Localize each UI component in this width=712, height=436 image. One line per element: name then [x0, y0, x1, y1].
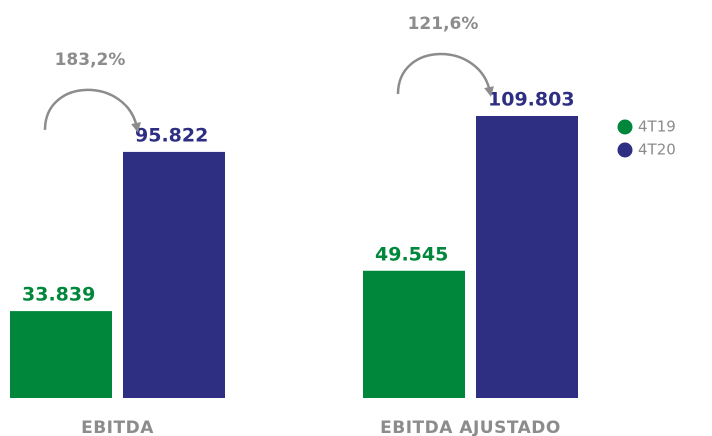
growth-annotation: 183,2% [55, 50, 126, 70]
legend-marker [617, 119, 633, 135]
value-label: 49.545 [375, 243, 448, 265]
value-label: 33.839 [22, 284, 95, 306]
value-label: 95.822 [135, 124, 208, 146]
legend-marker [617, 142, 633, 158]
x-tick-label: EBITDA AJUSTADO [380, 418, 561, 436]
growth-annotation: 121,6% [408, 14, 479, 34]
bar [10, 311, 112, 398]
growth-arrow [43, 88, 141, 133]
growth-arrow [396, 52, 494, 97]
bar [476, 116, 578, 398]
bar [123, 151, 225, 398]
value-label: 109.803 [488, 89, 575, 111]
legend-label: 4T19 [638, 118, 676, 136]
x-tick-label: EBITDA [81, 418, 154, 436]
bar [363, 270, 465, 398]
legend-label: 4T20 [638, 141, 676, 159]
